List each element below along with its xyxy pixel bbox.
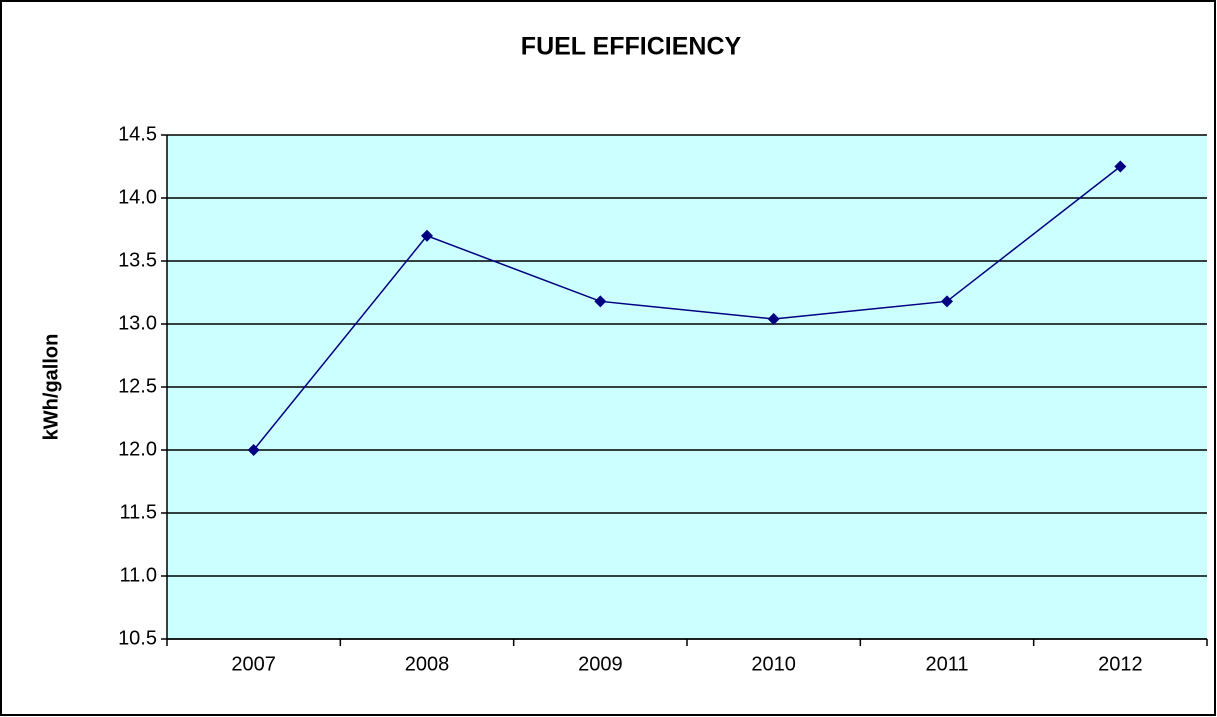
y-tick-label: 10.5 (118, 627, 157, 649)
y-axis-label: kWh/gallon (40, 334, 62, 441)
y-tick-label: 13.5 (118, 249, 157, 271)
y-tick-label: 14.5 (118, 123, 157, 145)
y-tick-label: 13.0 (118, 312, 157, 334)
y-tick-label: 11.0 (120, 564, 157, 586)
data-marker (247, 444, 260, 456)
y-tick-label: 11.5 (120, 501, 157, 523)
series-line (253, 165, 1121, 451)
y-tick-label: 14.0 (118, 186, 157, 208)
data-marker (421, 229, 433, 242)
chart-title: FUEL EFFICIENCY (521, 33, 742, 61)
y-tick-label: 12.5 (118, 375, 157, 397)
data-marker (1114, 160, 1127, 173)
x-tick-label: 2012 (1098, 653, 1143, 675)
x-tick-label: 2007 (231, 653, 276, 675)
x-tick-label: 2009 (578, 653, 623, 675)
data-marker (767, 312, 780, 325)
data-marker (941, 295, 953, 308)
data-marker (594, 295, 607, 308)
x-tick-label: 2008 (405, 653, 450, 675)
x-tick-label: 2010 (751, 653, 796, 675)
x-tick-label: 2011 (925, 653, 968, 675)
y-tick-label: 12.0 (118, 438, 157, 460)
